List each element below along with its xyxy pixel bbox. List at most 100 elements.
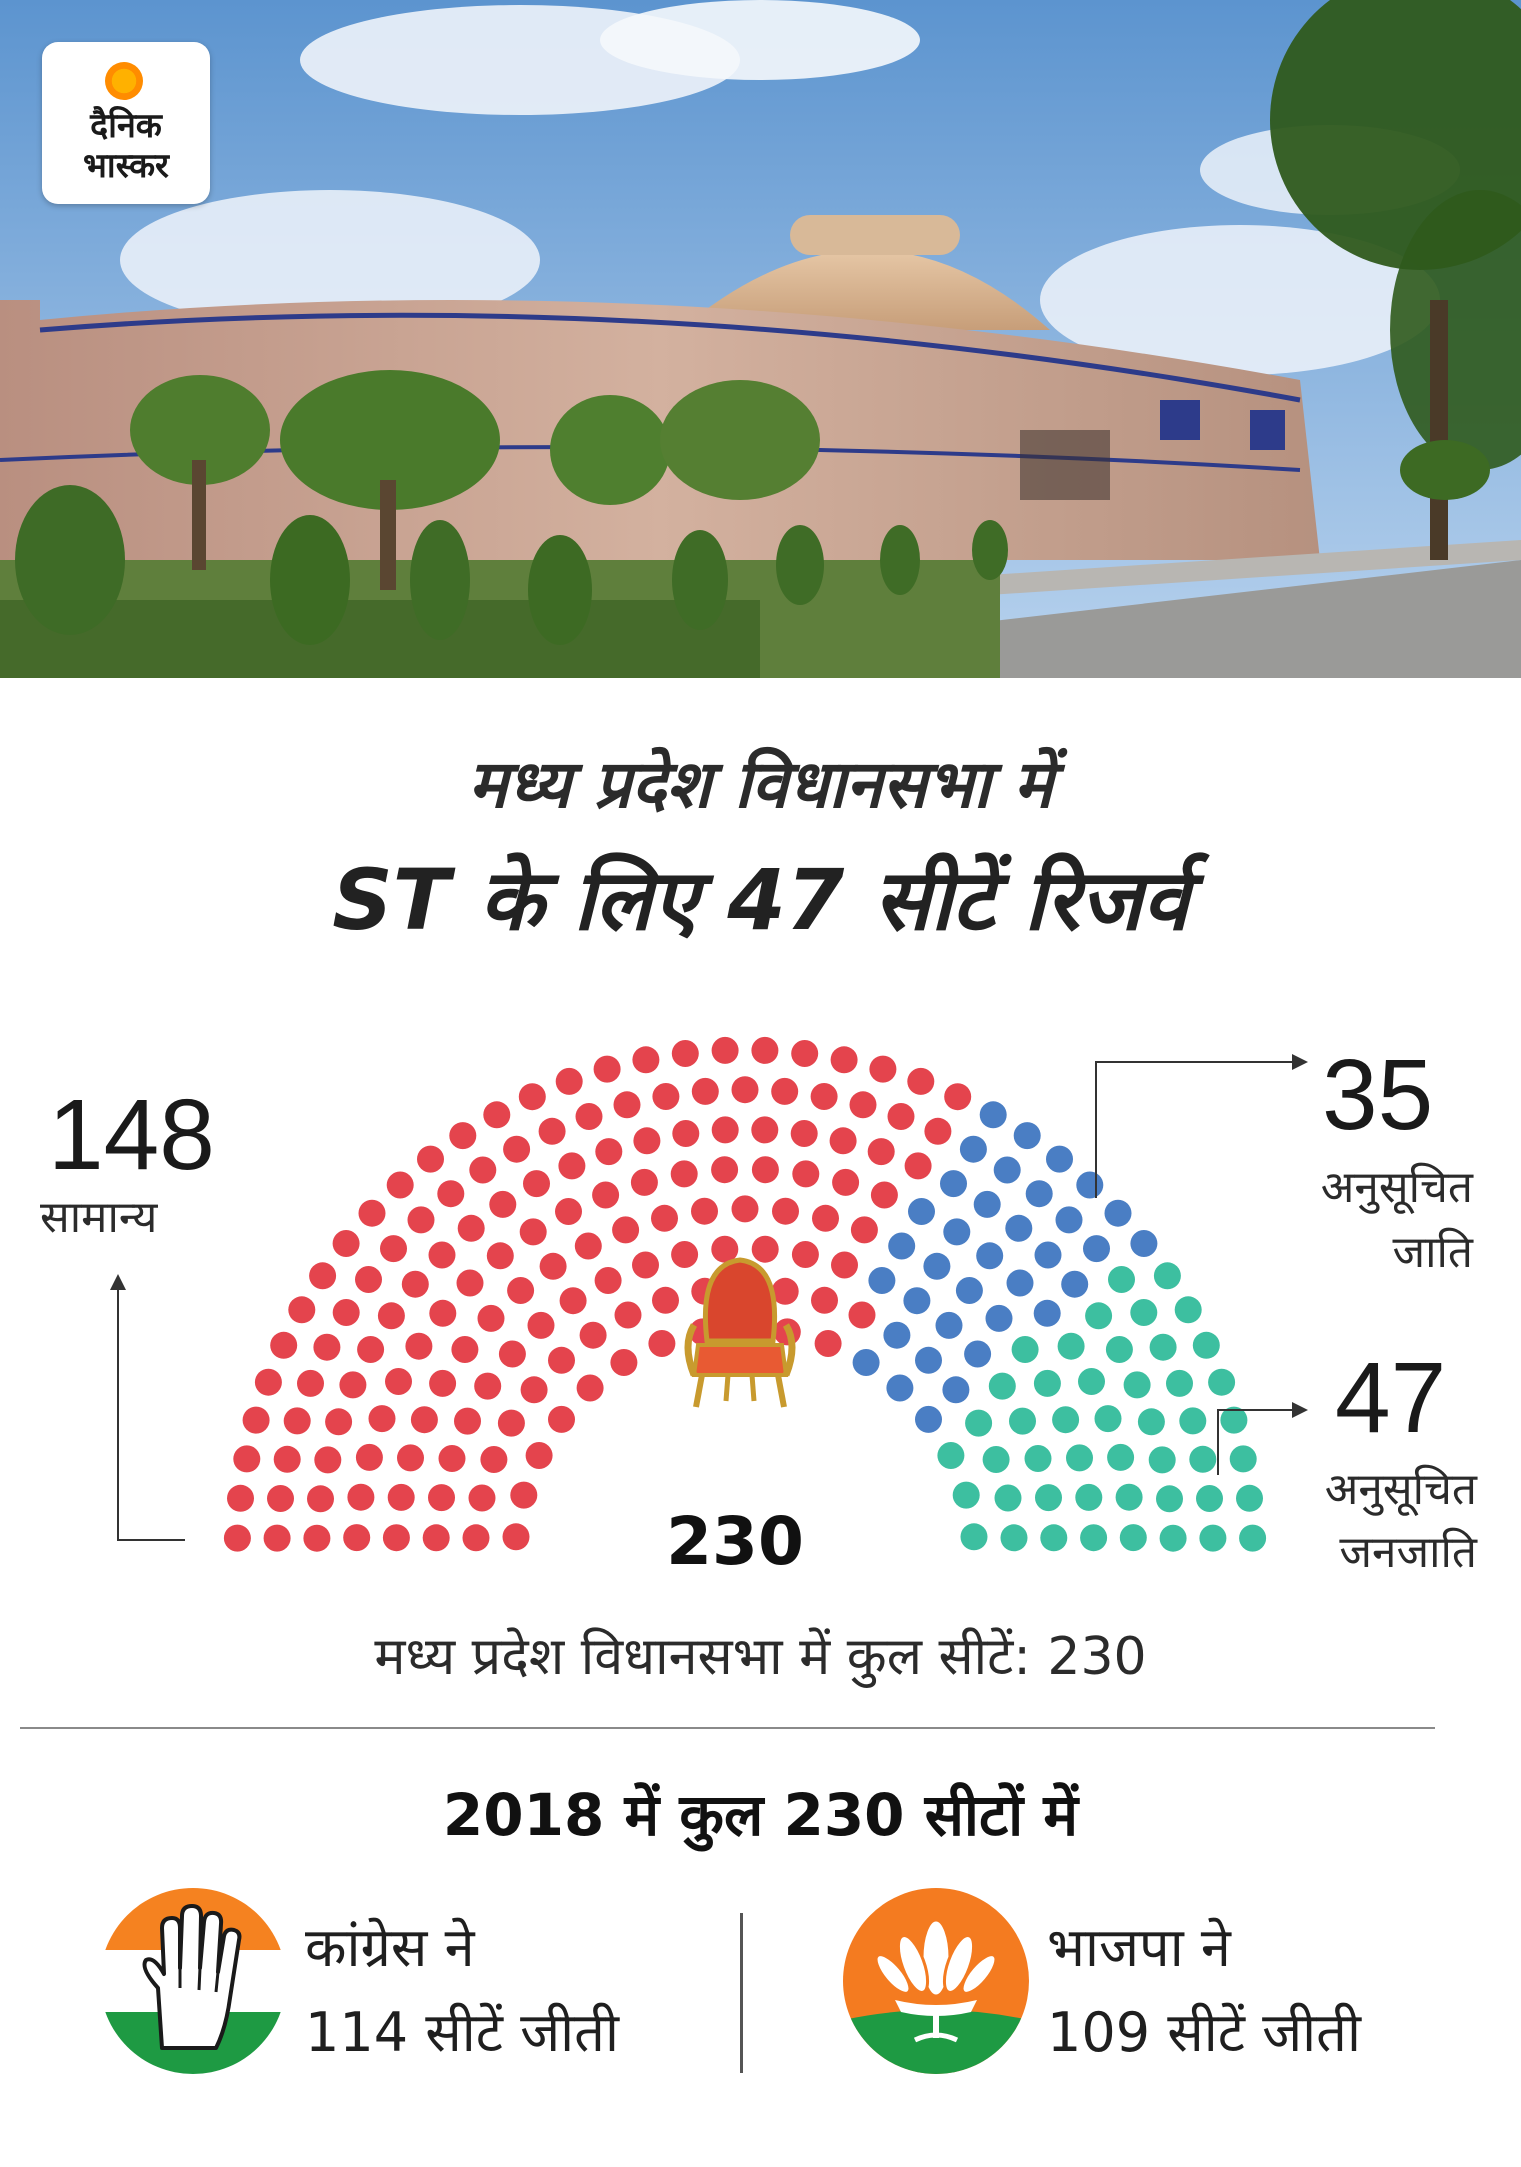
seat-dot	[614, 1301, 642, 1329]
st-seats-value: 47	[1335, 1342, 1447, 1454]
seat-dot	[457, 1214, 485, 1242]
seat-dot	[1105, 1336, 1133, 1363]
seat-dot	[870, 1181, 898, 1209]
seat-dot	[263, 1524, 291, 1552]
seat-dot	[1013, 1122, 1041, 1150]
headline-line1: मध्य प्रदेश विधानसभा में	[468, 746, 1053, 823]
seat-dot	[1192, 1331, 1220, 1359]
seat-dot	[429, 1369, 457, 1397]
seat-dot	[1104, 1199, 1132, 1227]
header-photo: दैनिक भास्कर	[0, 0, 1521, 678]
seat-dot	[829, 1127, 857, 1155]
seat-dot	[610, 1349, 638, 1376]
seat-dot	[1137, 1408, 1165, 1436]
seat-dot	[652, 1083, 680, 1110]
seat-dot	[791, 1040, 819, 1067]
seat-dot	[456, 1269, 484, 1297]
seat-dot	[288, 1296, 316, 1324]
seat-dot	[595, 1138, 623, 1166]
seat-dot	[382, 1524, 410, 1552]
bjp-seats: 109 सीटें जीती	[1047, 2001, 1361, 2064]
seat-dot	[1208, 1368, 1236, 1396]
seat-dot	[233, 1445, 261, 1473]
seat-dot	[751, 1235, 779, 1263]
seat-dot	[852, 1349, 880, 1376]
seat-dot	[952, 1481, 980, 1509]
seat-dot	[771, 1277, 799, 1305]
seat-dot	[1078, 1368, 1105, 1395]
seat-dot	[850, 1216, 878, 1244]
seat-dot	[507, 1277, 535, 1304]
seat-dot	[812, 1204, 839, 1232]
seat-dot	[474, 1372, 502, 1400]
seat-dot	[1107, 1443, 1135, 1471]
seat-dot	[527, 1311, 555, 1339]
seat-dot	[387, 1483, 415, 1511]
seat-dot	[417, 1145, 444, 1173]
seat-dot	[438, 1445, 466, 1472]
sun-icon	[105, 62, 143, 100]
seat-dot	[594, 1267, 622, 1294]
seat-dot	[523, 1170, 550, 1198]
center-total-seats: 230	[666, 1503, 804, 1580]
seat-dot	[1179, 1407, 1207, 1435]
sc-label-line2: जाति	[1392, 1227, 1473, 1278]
seat-dot	[1123, 1371, 1151, 1399]
st-label-line1: अनुसूचित	[1324, 1464, 1477, 1515]
seat-dot	[1083, 1235, 1110, 1263]
seat-dot	[386, 1171, 414, 1199]
seat-dot	[574, 1232, 602, 1260]
congress-seats: 114 सीटें जीती	[305, 2001, 619, 2064]
seat-dot	[731, 1195, 759, 1223]
speaker-chair-icon	[684, 1257, 796, 1408]
seat-dot	[831, 1251, 858, 1279]
seat-dot	[498, 1340, 526, 1368]
seat-dot	[671, 1040, 699, 1067]
seat-dot	[1108, 1266, 1135, 1293]
seat-dot	[672, 1120, 700, 1147]
seat-dot	[1130, 1230, 1158, 1257]
seat-dot	[711, 1116, 739, 1144]
seat-dot	[924, 1117, 952, 1145]
general-leader-arrow	[110, 1274, 126, 1290]
seat-dot	[519, 1218, 547, 1246]
seat-dot	[751, 1036, 779, 1064]
seat-dot	[1156, 1485, 1183, 1513]
general-seats-label: सामान्य	[40, 1192, 158, 1243]
seat-dot	[976, 1242, 1004, 1270]
seat-dot	[451, 1336, 479, 1363]
seat-dot	[593, 1055, 621, 1083]
seat-dot	[790, 1120, 818, 1147]
seat-dot	[283, 1407, 311, 1435]
seat-dot	[1076, 1171, 1104, 1199]
seat-dot	[1034, 1241, 1062, 1269]
seat-dot	[227, 1484, 254, 1512]
seat-dot	[943, 1218, 971, 1246]
seat-dot	[489, 1190, 517, 1218]
seat-dot	[477, 1304, 505, 1332]
seat-dot	[652, 1286, 679, 1314]
seat-dot	[903, 1287, 931, 1315]
seat-dot	[849, 1091, 877, 1119]
seat-dot	[1033, 1299, 1061, 1327]
seat-dot	[332, 1299, 360, 1326]
seat-dot	[915, 1346, 942, 1374]
seat-dot	[1239, 1524, 1267, 1552]
seat-dot	[993, 1156, 1021, 1184]
seat-dot	[908, 1198, 935, 1225]
seat-dot	[923, 1252, 951, 1280]
sc-leader-arrow	[1292, 1054, 1308, 1070]
seat-dot	[579, 1321, 607, 1349]
seat-dot	[711, 1235, 739, 1263]
results-heading: 2018 में कुल 230 सीटों में	[442, 1781, 1079, 1849]
seat-dot	[964, 1340, 992, 1368]
seat-dot	[314, 1446, 342, 1474]
seat-dot	[242, 1406, 270, 1434]
seat-dot	[559, 1287, 587, 1315]
seat-dot	[1052, 1406, 1080, 1434]
seat-dot	[904, 1152, 932, 1180]
seat-dot	[868, 1267, 896, 1294]
general-seats-value: 148	[48, 1079, 215, 1191]
seat-dot	[792, 1160, 820, 1188]
seat-dot	[223, 1524, 251, 1552]
